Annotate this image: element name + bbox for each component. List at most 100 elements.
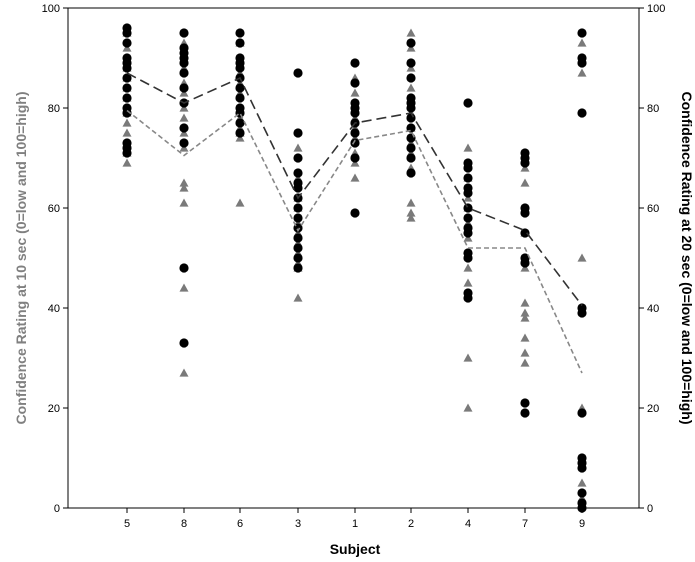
circle-point [350, 58, 360, 68]
triangle-point [520, 298, 530, 307]
circle-point [406, 143, 416, 153]
circle-point [577, 108, 587, 118]
triangle-point [293, 293, 303, 302]
triangle-point [179, 368, 189, 377]
circle-point [122, 83, 132, 93]
triangle-point [520, 348, 530, 357]
circle-point [179, 138, 189, 148]
x-tick-label: 6 [237, 518, 243, 530]
triangle-point [350, 88, 360, 97]
circle-point [293, 233, 303, 243]
circle-point [350, 108, 360, 118]
circle-point [179, 83, 189, 93]
circle-point [406, 38, 416, 48]
triangle-point [235, 198, 245, 207]
circle-point [122, 28, 132, 38]
triangle-point [293, 143, 303, 152]
circle-point [235, 63, 245, 73]
triangle-point [179, 198, 189, 207]
circle-point [179, 58, 189, 68]
circle-point [235, 128, 245, 138]
circle-point [406, 73, 416, 83]
x-axis-title: Subject [330, 541, 381, 557]
triangle-point [577, 38, 587, 47]
circle-point [122, 93, 132, 103]
circle-point [463, 203, 473, 213]
circle-point [520, 208, 530, 218]
x-tick-label: 9 [579, 518, 585, 530]
x-tick-label: 2 [408, 518, 414, 530]
circle-point [293, 128, 303, 138]
y-axis-title-right: Confidence Rating at 20 sec (0=low and 1… [679, 92, 695, 425]
chart-ticks: 0 0 20 20 40 40 60 60 80 80 100 100 5 8 6 3 1 2 4 7 9 [42, 3, 666, 530]
circle-point [406, 103, 416, 113]
circle-point [520, 258, 530, 268]
circle-point [179, 263, 189, 273]
triangle-point [179, 283, 189, 292]
circle-point [406, 133, 416, 143]
mean-line-20-sec [126, 109, 583, 374]
circle-point [293, 183, 303, 193]
circle-point [520, 158, 530, 168]
circle-point [350, 153, 360, 163]
circle-point [577, 463, 587, 473]
circle-point [577, 308, 587, 318]
triangle-point [406, 208, 416, 217]
circle-point [520, 228, 530, 238]
circle-point [179, 28, 189, 38]
mean-line-10-sec [126, 72, 583, 306]
circle-point [293, 153, 303, 163]
circle-point [463, 188, 473, 198]
triangle-point [463, 143, 473, 152]
y-tick-label-left: 100 [42, 3, 60, 15]
circle-point [463, 213, 473, 223]
circle-point [463, 163, 473, 173]
circle-point [463, 253, 473, 263]
triangle-point [577, 478, 587, 487]
circle-point [406, 168, 416, 178]
circle-point [350, 128, 360, 138]
triangle-point [463, 263, 473, 272]
x-tick-label: 4 [465, 518, 471, 530]
circle-point [179, 123, 189, 133]
triangle-point [179, 183, 189, 192]
triangle-point [463, 403, 473, 412]
circle-point [235, 38, 245, 48]
x-tick-label: 3 [295, 518, 301, 530]
triangle-point [463, 278, 473, 287]
triangle-point [406, 213, 416, 222]
circle-point [350, 78, 360, 88]
circle-point [122, 108, 132, 118]
circle-point [122, 63, 132, 73]
circle-point [293, 263, 303, 273]
circle-point [293, 203, 303, 213]
circle-point [293, 243, 303, 253]
triangle-point [520, 308, 530, 317]
triangle-point [122, 118, 132, 127]
y-tick-label-right: 80 [647, 103, 659, 115]
circle-point [577, 28, 587, 38]
circle-point [406, 113, 416, 123]
circle-point [235, 83, 245, 93]
triangle-point [179, 178, 189, 187]
triangle-point [520, 178, 530, 187]
chart-marks [122, 23, 587, 513]
circle-point [293, 253, 303, 263]
circle-point [463, 173, 473, 183]
circle-point [179, 68, 189, 78]
y-axis-title-left: Confidence Rating at 10 sec (0=low and 1… [13, 92, 29, 425]
circle-point [235, 118, 245, 128]
triangle-point [122, 128, 132, 137]
triangle-point [406, 83, 416, 92]
circle-point [520, 408, 530, 418]
x-tick-label: 7 [522, 518, 528, 530]
circle-point [235, 93, 245, 103]
y-tick-label-right: 0 [647, 503, 653, 515]
circle-point [406, 58, 416, 68]
y-tick-label-right: 40 [647, 303, 659, 315]
circle-point [293, 168, 303, 178]
circle-point [179, 338, 189, 348]
triangle-point [406, 28, 416, 37]
circle-point [122, 38, 132, 48]
